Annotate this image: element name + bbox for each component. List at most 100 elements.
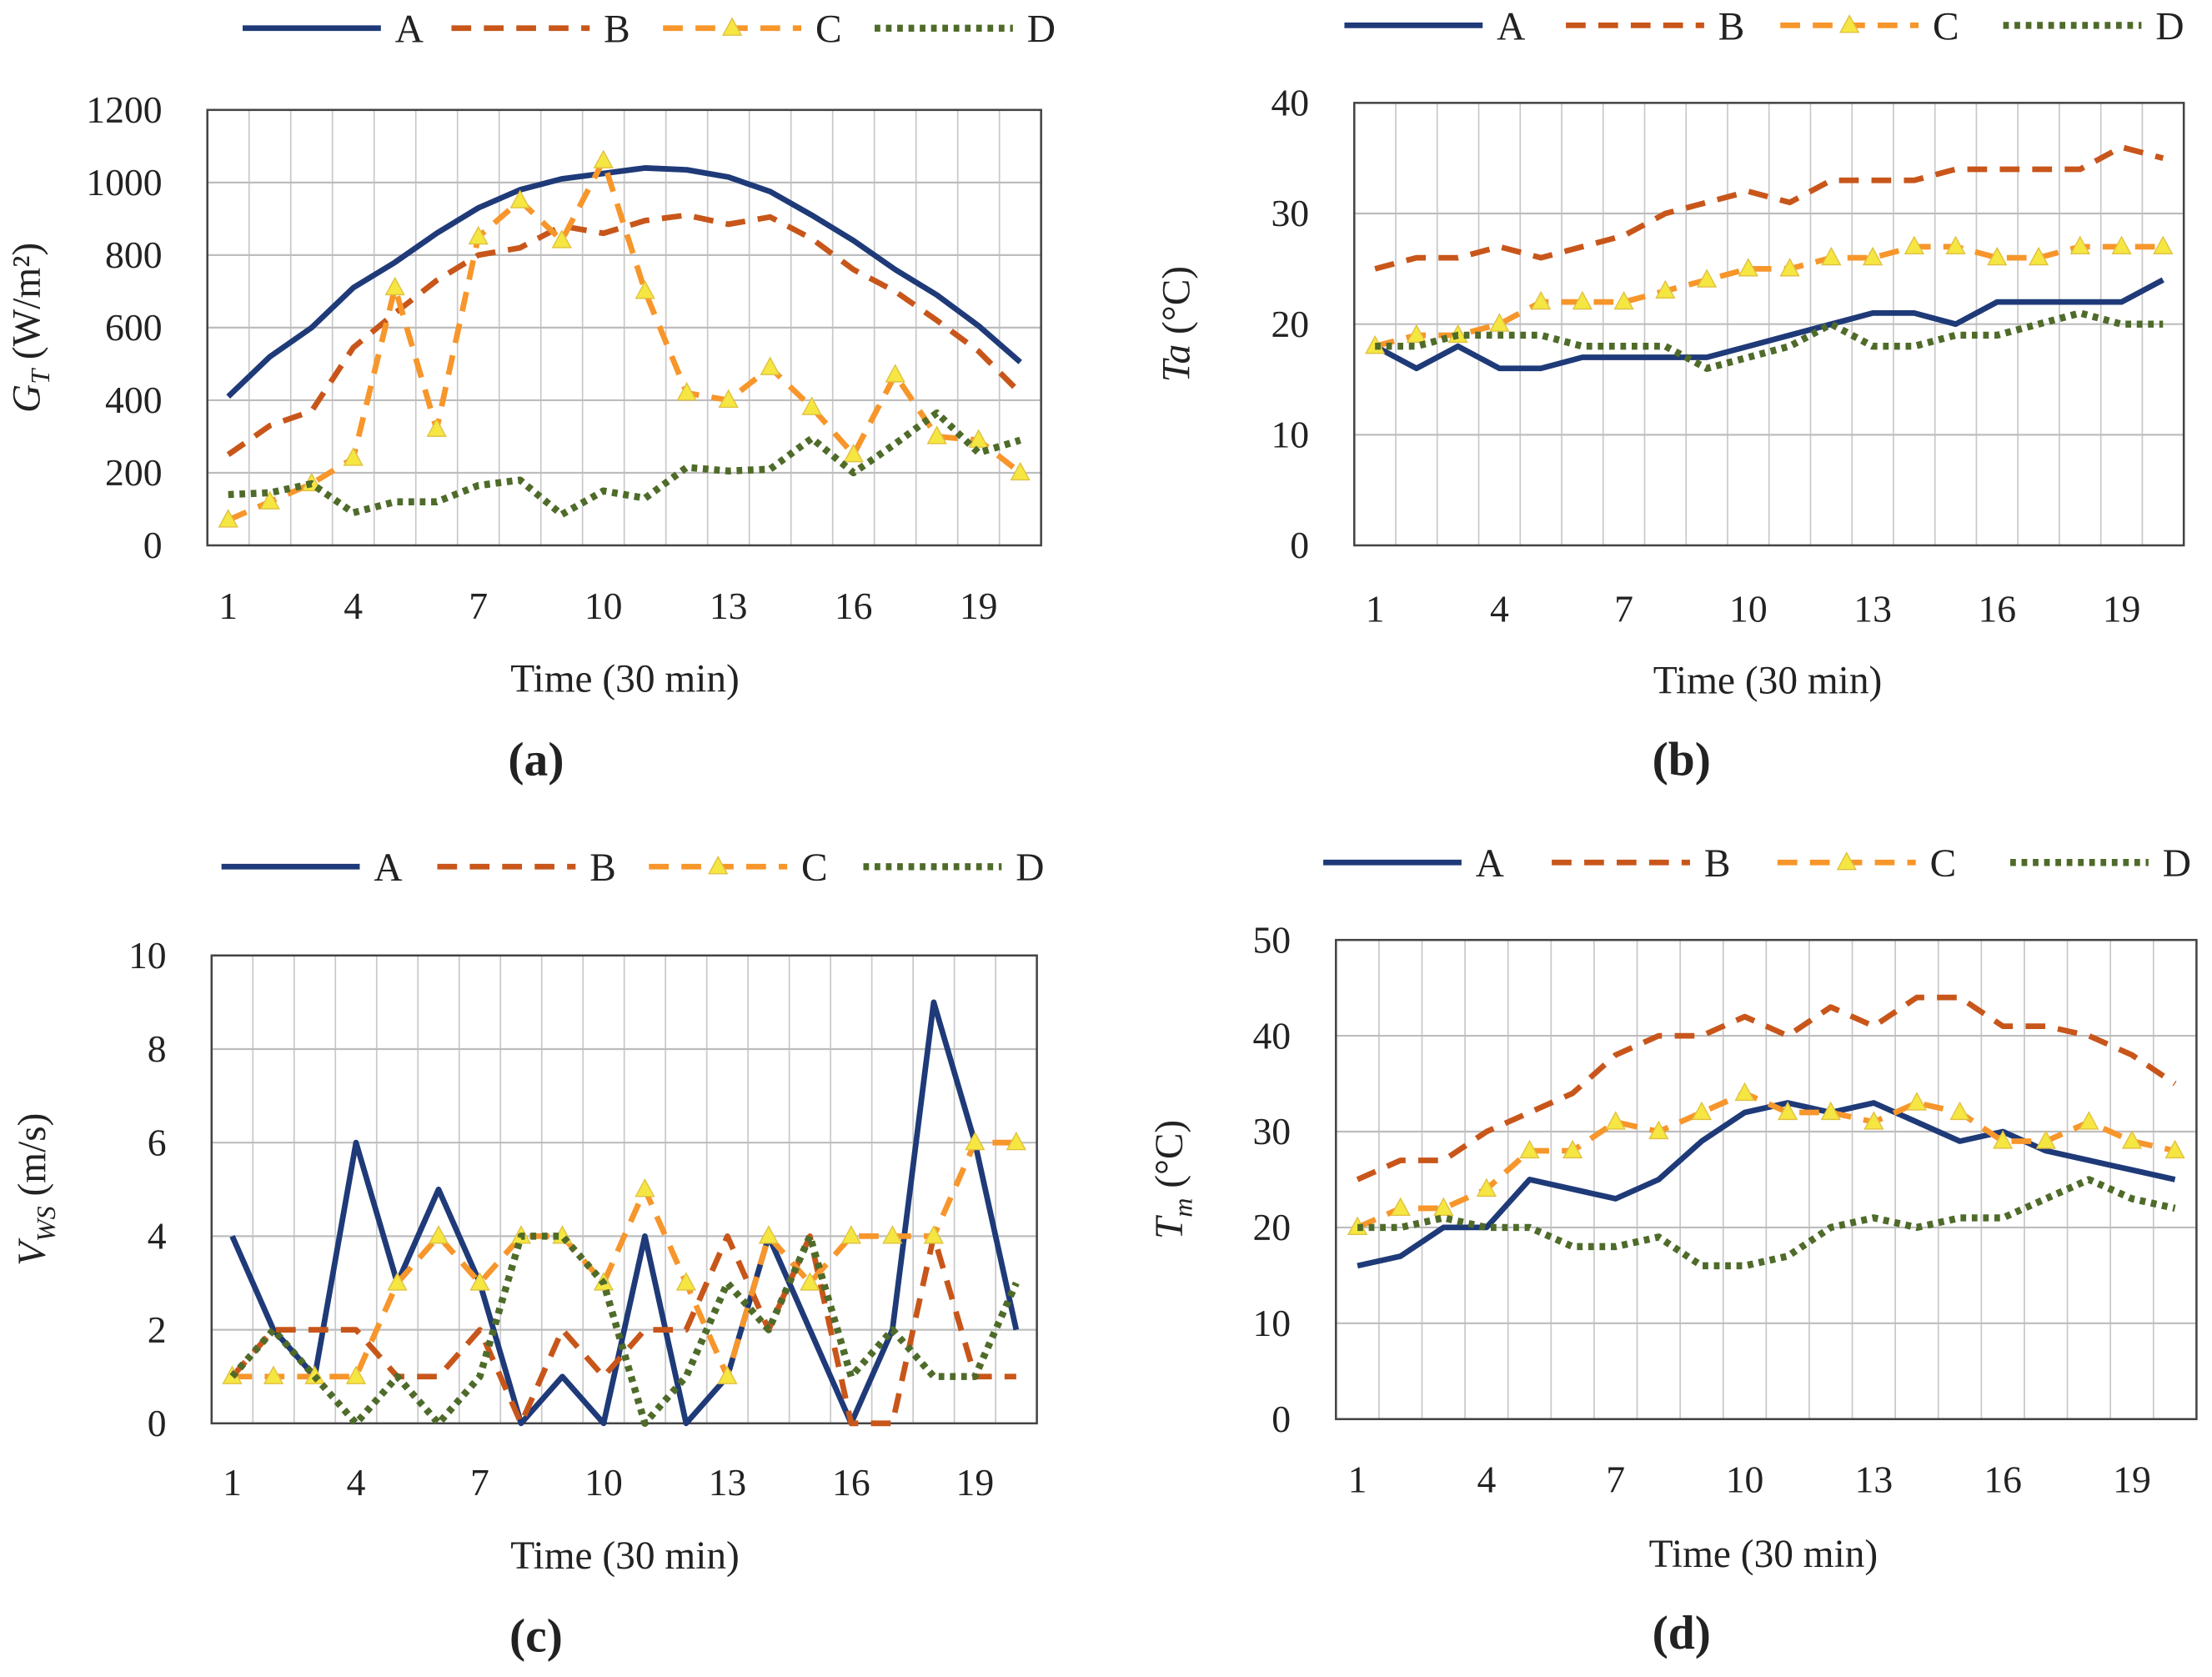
- legend-item-D: D: [2003, 5, 2184, 48]
- data-point-marker-C: [1945, 235, 1966, 254]
- series-line-D: [1375, 309, 2164, 372]
- x-tick-label: 7: [469, 585, 488, 627]
- data-point-marker-C: [1949, 1101, 1970, 1121]
- x-tick-label: 16: [1984, 1459, 2022, 1501]
- series-line-C: [1374, 244, 2164, 349]
- data-point-marker-C: [509, 189, 530, 208]
- data-point-marker-C: [2035, 1130, 2056, 1149]
- series-D: [1357, 1176, 2176, 1270]
- x-tick-label: 1: [218, 585, 238, 627]
- data-point-marker-C: [923, 1225, 945, 1244]
- chart-panel-d: 0 10 20 30 40 50 1 4 7 10 13 16 19 Time (30 min) (d) Tm…: [1148, 842, 2198, 1659]
- data-point-marker-C: [2111, 235, 2132, 254]
- data-point-marker-C: [2164, 1139, 2185, 1159]
- y-tick-label: 10: [1271, 414, 1309, 456]
- legend-item-D: D: [2010, 842, 2191, 886]
- data-point-marker-C: [635, 1178, 655, 1197]
- legend-label-A: A: [1476, 842, 1504, 886]
- series-C: [1347, 1082, 2185, 1236]
- data-point-marker-C: [965, 1131, 986, 1151]
- data-point-marker-C: [343, 447, 364, 466]
- y-tick-label: 10: [128, 934, 167, 977]
- series-A: [1373, 277, 2164, 372]
- series-line-D: [229, 1233, 1020, 1428]
- legend-item-A: A: [221, 846, 403, 890]
- x-tick-label: 10: [584, 1461, 623, 1504]
- legend-item-D: D: [875, 8, 1056, 52]
- x-tick-label: 19: [2103, 587, 2141, 630]
- series-B: [230, 1233, 1016, 1427]
- series-line-C: [232, 1139, 1016, 1380]
- y-tick-label: 200: [105, 451, 163, 494]
- data-point-marker-C: [304, 1365, 325, 1384]
- x-tick-label: 10: [584, 585, 623, 627]
- data-point-marker-C: [1821, 246, 1842, 266]
- data-point-marker-C: [2121, 1130, 2143, 1149]
- y-axis-label-symbol: G: [5, 384, 48, 413]
- data-point-marker-C: [840, 1225, 862, 1244]
- legend-item-D: D: [863, 846, 1044, 890]
- x-tick-label: 19: [2113, 1459, 2151, 1501]
- y-axis-label-unit: (W/m²): [5, 243, 48, 369]
- y-axis-label-symbol: V: [11, 1238, 54, 1266]
- legend-label-D: D: [1027, 8, 1056, 52]
- panel-label: (c): [509, 1610, 563, 1663]
- data-point-marker-C: [758, 1225, 780, 1244]
- legend-label-D: D: [1016, 846, 1044, 890]
- data-point-marker-C: [1530, 290, 1552, 310]
- panel-label: (b): [1653, 733, 1711, 786]
- y-tick-label: 6: [148, 1121, 167, 1163]
- y-axis-label-unit: (°C): [1155, 266, 1198, 344]
- data-point-marker-C: [1906, 1092, 1928, 1111]
- x-axis-label: Time (30 min): [510, 1534, 740, 1578]
- plot-frame: [206, 108, 1042, 547]
- series-line-B: [1356, 994, 2177, 1182]
- data-point-marker-C: [1006, 1131, 1026, 1151]
- series-line-B: [226, 212, 1023, 457]
- y-axis-label-subscript: WS: [31, 1206, 61, 1242]
- series-B: [226, 212, 1023, 457]
- series-C: [222, 1131, 1026, 1384]
- legend-item-C: C: [663, 8, 842, 52]
- x-tick-label: 4: [1477, 1459, 1496, 1501]
- chart-panel-b: 0 10 20 30 40 1 4 7 10 13 16 19 Time (30 min) (b) Ta (…: [1155, 5, 2185, 786]
- x-axis-label: Time (30 min): [1649, 1533, 1878, 1576]
- y-tick-label: 1000: [86, 161, 162, 203]
- data-point-marker-C: [675, 1272, 697, 1291]
- data-point-marker-C: [1691, 1101, 1713, 1121]
- legend-label-A: A: [395, 8, 424, 52]
- x-tick-label: 10: [1726, 1459, 1764, 1501]
- data-point-marker-C: [1904, 235, 1924, 254]
- legend-marker-C: [1836, 851, 1857, 871]
- legend-item-B: B: [1566, 5, 1744, 48]
- legend-label-B: B: [1718, 5, 1745, 48]
- x-tick-label: 13: [1855, 1459, 1893, 1501]
- data-point-marker-C: [593, 149, 614, 168]
- x-tick-label: 7: [470, 1461, 489, 1504]
- data-point-marker-C: [551, 229, 572, 249]
- y-tick-label: 30: [1252, 1110, 1291, 1152]
- legend-item-C: C: [1777, 842, 1956, 886]
- x-tick-label: 1: [1348, 1459, 1367, 1501]
- data-point-marker-C: [1519, 1139, 1540, 1159]
- y-tick-label: 0: [143, 524, 163, 566]
- data-point-marker-C: [384, 276, 405, 296]
- data-point-marker-C: [1734, 1082, 1755, 1102]
- y-axis-label-symbol: Ta: [1155, 344, 1198, 383]
- series-C: [218, 149, 1031, 528]
- series-D: [229, 1233, 1020, 1428]
- panel-label: (d): [1653, 1607, 1711, 1659]
- y-tick-label: 600: [105, 306, 163, 349]
- data-point-marker-C: [1010, 461, 1031, 481]
- x-tick-label: 4: [1490, 587, 1509, 630]
- x-axis-label: Time (30 min): [1653, 659, 1883, 702]
- data-point-marker-C: [387, 1272, 408, 1291]
- y-tick-label: 10: [1252, 1302, 1291, 1344]
- data-point-marker-C: [2079, 1111, 2099, 1130]
- series-A: [229, 999, 1020, 1427]
- data-point-marker-C: [1648, 1120, 1669, 1140]
- legend-item-C: C: [649, 846, 828, 890]
- legend-label-A: A: [374, 846, 402, 890]
- data-point-marker-C: [1605, 1111, 1626, 1130]
